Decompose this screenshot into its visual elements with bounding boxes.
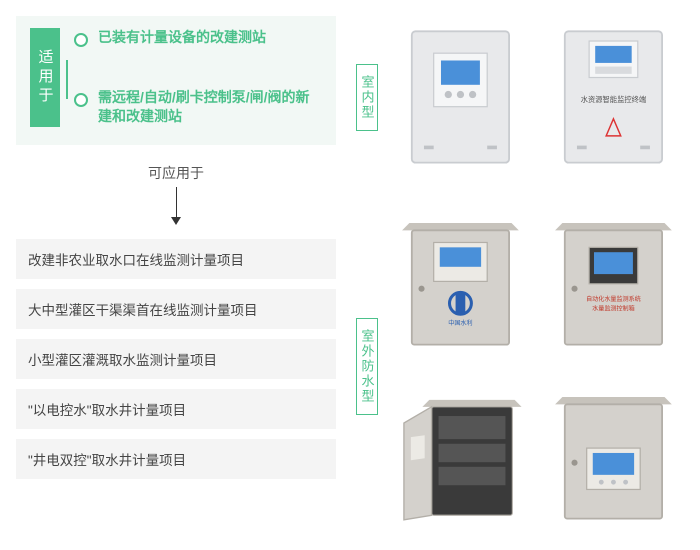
applicable-item: 需远程/自动/刷卡控制泵/闸/阀的新建和改建测站 [74, 88, 322, 127]
applicable-text: 需远程/自动/刷卡控制泵/闸/阀的新建和改建测站 [98, 88, 322, 127]
applicable-box: 适用于 已装有计量设备的改建测站 需远程/自动/刷卡控制泵/闸/阀的新建和改建测… [16, 16, 336, 145]
cabinet-indoor-a [390, 16, 531, 178]
svg-text:中国水利: 中国水利 [448, 319, 472, 327]
project-list: 改建非农业取水口在线监测计量项目 大中型灌区干渠渠首在线监测计量项目 小型灌区灌… [16, 239, 336, 479]
applicable-text: 已装有计量设备的改建测站 [98, 28, 322, 48]
arrow-down-icon [16, 187, 336, 225]
cabinet-tag: 室内型 [356, 64, 378, 131]
svg-text:水资源智能监控终端: 水资源智能监控终端 [581, 95, 647, 104]
cabinet-section-indoor: 室内型 [356, 16, 684, 178]
project-item: 小型灌区灌溉取水监测计量项目 [16, 339, 336, 379]
cabinet-outdoor-a: 中国水利 [390, 198, 531, 360]
project-item: "以电控水"取水井计量项目 [16, 389, 336, 429]
cabinet-outdoor-b: 自动化水量监测系统 水量监测控制箱 [543, 198, 684, 360]
cabinet-tag: 室外防水型 [356, 318, 378, 415]
flow-label: 可应用于 [16, 163, 336, 183]
project-item: 大中型灌区干渠渠首在线监测计量项目 [16, 289, 336, 329]
applicable-items: 已装有计量设备的改建测站 需远程/自动/刷卡控制泵/闸/阀的新建和改建测站 [74, 28, 322, 127]
svg-text:水量监测控制箱: 水量监测控制箱 [592, 305, 635, 313]
applicable-item: 已装有计量设备的改建测站 [74, 28, 322, 48]
cabinet-outdoor-open [390, 372, 531, 534]
cabinet-indoor-b: 水资源智能监控终端 [543, 16, 684, 178]
project-item: 改建非农业取水口在线监测计量项目 [16, 239, 336, 279]
cabinet-outdoor-c [543, 372, 684, 534]
connector-line [66, 60, 68, 99]
svg-text:自动化水量监测系统: 自动化水量监测系统 [586, 295, 641, 303]
applicable-tag: 适用于 [30, 28, 60, 127]
project-item: "井电双控"取水井计量项目 [16, 439, 336, 479]
cabinet-section-outdoor: 室外防水型 中国水利 [356, 198, 684, 534]
